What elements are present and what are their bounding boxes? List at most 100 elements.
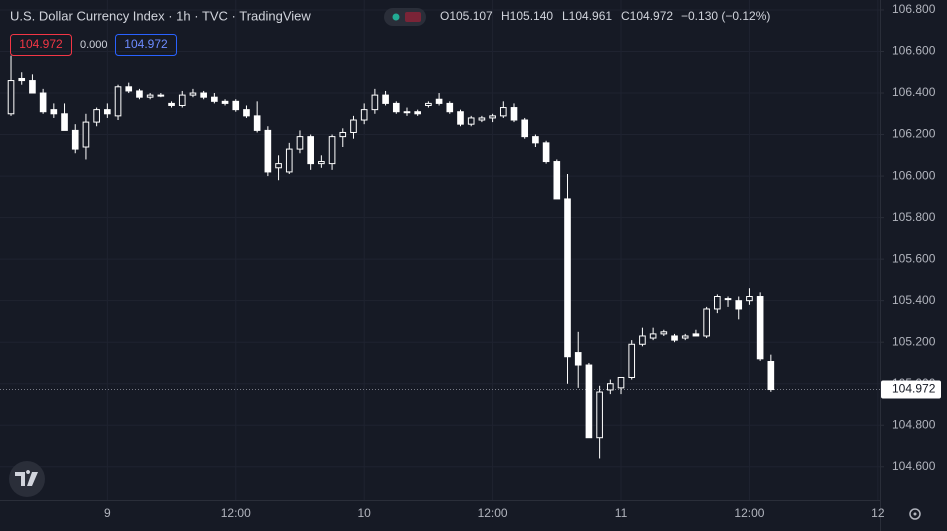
y-tick-label: 105.600 (892, 251, 936, 265)
candle-body (414, 111, 422, 115)
candle-body (756, 296, 764, 360)
candle-body (29, 80, 36, 94)
candle-body (628, 343, 636, 378)
candle-body (200, 92, 207, 98)
candle-body (39, 92, 47, 113)
candle-body (296, 136, 304, 150)
settings-icon[interactable] (909, 508, 921, 520)
candle-body (692, 333, 700, 337)
candle-body (392, 102, 400, 113)
gear (909, 508, 921, 520)
candle-body (446, 102, 454, 113)
candle-body (499, 107, 507, 117)
candle-body (253, 115, 261, 131)
labels: 104.600104.800105.000105.200105.400105.6… (104, 2, 941, 520)
candle-body (467, 117, 475, 125)
alert-icon (405, 12, 421, 22)
candle-body (767, 361, 775, 391)
badge-price: 104.972 (124, 37, 168, 51)
tradingview-logo[interactable] (9, 461, 45, 497)
candle-body (243, 109, 250, 117)
candle-body (371, 94, 379, 111)
candle-body (489, 115, 496, 119)
ohlc-close: C104.972 (621, 9, 673, 23)
candle-body (104, 109, 111, 115)
candle-body (264, 129, 272, 173)
last-price-box (881, 380, 941, 399)
candle-body (681, 335, 689, 339)
badge-spread: 0.000 (80, 39, 108, 51)
x-tick-label: 11 (615, 506, 628, 520)
candle-body (553, 161, 561, 200)
candle-body (542, 142, 550, 163)
candle-body (735, 300, 743, 310)
candle-body (275, 163, 282, 169)
candle-body (350, 119, 357, 133)
candle-body (178, 94, 186, 106)
candle-body (18, 77, 26, 82)
candle-body (307, 136, 314, 165)
candle-body (125, 86, 133, 92)
candle-body (328, 136, 336, 165)
x-tick-label: 12:00 (221, 506, 251, 520)
candle-body (114, 86, 122, 117)
grid (0, 0, 880, 500)
ohlc-high: H105.140 (501, 9, 553, 23)
candle-body (318, 161, 325, 165)
change: −0.130 (−0.12%) (681, 9, 770, 23)
y-tick-label: 106.800 (892, 2, 936, 16)
candle-body (606, 383, 614, 391)
candle-body (532, 136, 539, 144)
candle-body (510, 107, 518, 121)
symbol-title: U.S. Dollar Currency Index · 1h · TVC · … (10, 8, 311, 23)
y-tick-label: 106.000 (892, 168, 936, 182)
candle-body (146, 94, 154, 98)
candle-body (425, 102, 432, 106)
candle-body (617, 376, 625, 389)
candles (7, 55, 775, 459)
candle-body (50, 109, 58, 115)
candle-body (714, 296, 721, 310)
x-tick-label: 10 (357, 506, 371, 520)
candle-body (585, 364, 593, 439)
candle-body (232, 100, 240, 111)
badge-box[interactable] (10, 34, 72, 56)
ohlc-low: L104.961 (562, 9, 612, 23)
candle-body (564, 198, 571, 358)
y-tick-label: 105.200 (892, 334, 936, 348)
ohlc-open: O105.107 (440, 9, 493, 23)
logo-bg (9, 461, 45, 497)
market-open-dot (392, 13, 400, 21)
candle-body (382, 94, 389, 104)
candle-body (168, 102, 175, 106)
candle-body (403, 111, 411, 114)
candle-body (746, 296, 753, 302)
badge-price: 104.972 (19, 37, 63, 51)
candle-body (360, 109, 368, 121)
candle-body (435, 98, 443, 104)
candle-body (93, 109, 100, 123)
candle-body (82, 121, 90, 148)
y-tick-label: 105.800 (892, 210, 936, 224)
candle-body (521, 119, 529, 138)
y-tick-label: 106.600 (892, 44, 936, 58)
candle-body (703, 308, 710, 337)
candle-body (596, 391, 603, 439)
candle-body (457, 111, 464, 125)
y-tick-label: 105.400 (892, 293, 936, 307)
x-tick-label: 9 (104, 506, 111, 520)
candle-body (7, 80, 15, 115)
candle-body (660, 331, 668, 335)
last-price-label: 104.972 (892, 382, 936, 396)
candle-body (649, 333, 657, 339)
y-tick-label: 104.600 (892, 459, 936, 473)
y-tick-label: 104.800 (892, 417, 936, 431)
y-tick-label: 106.400 (892, 85, 936, 99)
candle-body (211, 96, 218, 102)
badge-box[interactable] (115, 34, 177, 56)
candle-body (639, 335, 646, 345)
x-tick-label: 12:00 (734, 506, 764, 520)
candle-body (221, 100, 229, 104)
